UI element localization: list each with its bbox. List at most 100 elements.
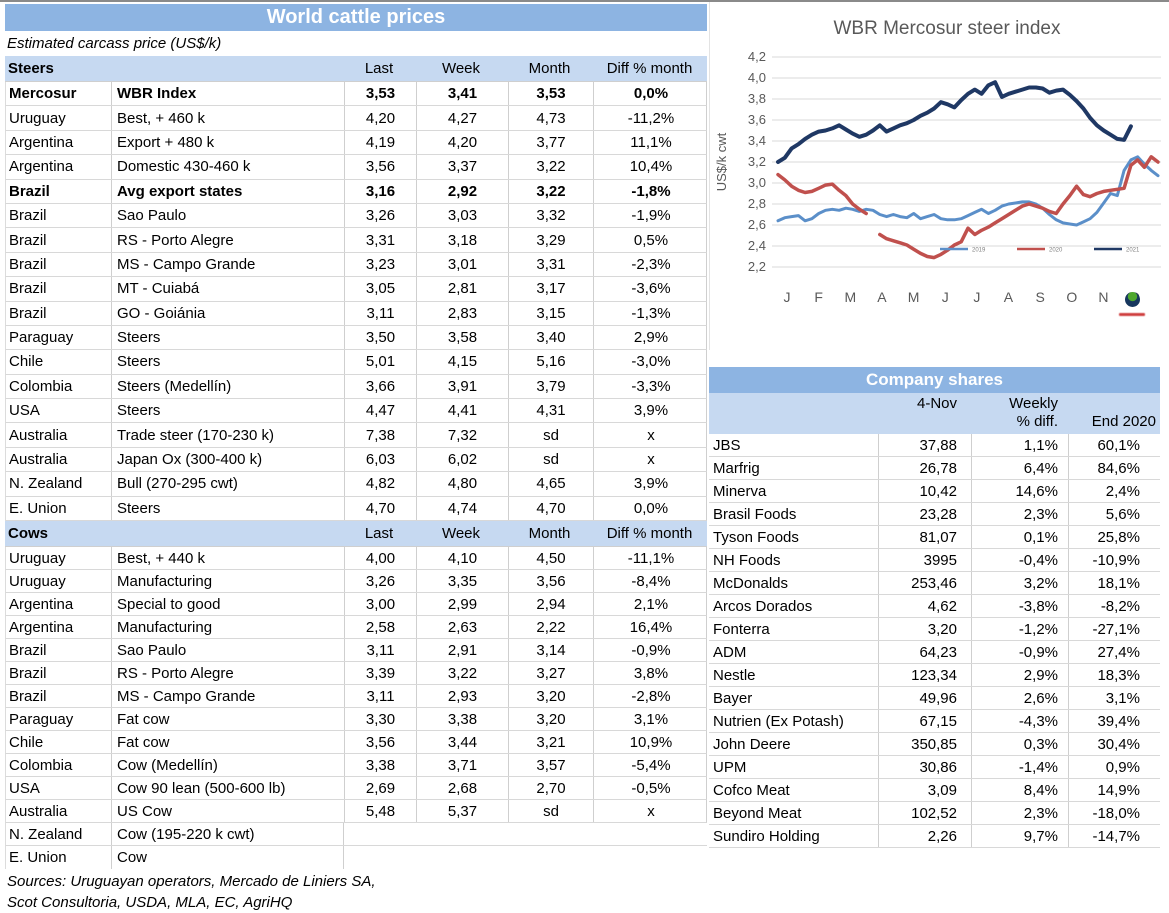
cell-month: 3,20 (508, 708, 593, 731)
cell-week: 4,41 (416, 399, 508, 423)
cell-company-name: Marfrig (713, 459, 760, 477)
cell-end-2020: 0,9% (1068, 756, 1160, 778)
cell-diff-month: x (593, 800, 708, 823)
price-row: Paraguay Fat cow 3,30 3,38 3,20 3,1% (5, 708, 708, 732)
cell-diff-month: 2,1% (593, 593, 708, 616)
cell-country: Uruguay (9, 549, 66, 567)
cell-price: 3995 (878, 549, 971, 571)
cell-last: 5,48 (344, 800, 416, 823)
y-tick-label: 2,8 (748, 196, 766, 211)
cell-country: Argentina (9, 618, 74, 636)
cell-weekly-diff: 8,4% (971, 779, 1068, 801)
cows-header-row: Cows Last Week Month Diff % month (5, 521, 707, 548)
cell-diff-month: 0,0% (593, 82, 708, 106)
cell-week: 5,37 (416, 800, 508, 823)
cell-diff-month: -1,8% (593, 179, 708, 203)
cell-price: 30,86 (878, 756, 971, 778)
cell-country: Brazil (9, 207, 47, 225)
price-row: Australia Trade steer (170-230 k) 7,38 7,32… (5, 423, 708, 448)
price-row: E. Union Cow (5, 846, 707, 870)
main-table-subtitle: Estimated carcass price (US$/k) (7, 35, 222, 52)
cell-weekly-diff: 2,3% (971, 802, 1068, 824)
company-row: Cofco Meat 3,09 8,4% 14,9% (709, 779, 1160, 802)
cell-price: 102,52 (878, 802, 971, 824)
cell-price: 3,20 (878, 618, 971, 640)
cell-week: 3,44 (416, 731, 508, 754)
y-tick-label: 2,4 (748, 238, 766, 253)
cell-country: Australia (9, 426, 68, 444)
cell-end-2020: -10,9% (1068, 549, 1160, 571)
cell-description: Fat cow (111, 731, 344, 754)
price-row: E. Union Steers 4,70 4,74 4,70 0,0% (5, 496, 708, 522)
column-header-week: Week (441, 525, 481, 543)
x-tick-label: N (1098, 289, 1108, 305)
company-row: Minerva 10,42 14,6% 2,4% (709, 480, 1160, 503)
cell-last: 3,11 (344, 301, 416, 325)
y-tick-label: 3,2 (748, 154, 766, 169)
cell-diff-month: 10,9% (593, 731, 708, 754)
cell-month (508, 846, 593, 869)
cell-diff-month: 3,9% (593, 472, 708, 496)
cell-week: 3,18 (416, 228, 508, 252)
cell-weekly-diff: 0,1% (971, 526, 1068, 548)
cell-weekly-diff: -1,4% (971, 756, 1068, 778)
cell-description: Japan Ox (300-400 k) (111, 447, 344, 472)
cell-last: 3,53 (344, 82, 416, 106)
sources-line-2: Scot Consultoria, USDA, MLA, EC, AgriHQ (7, 894, 293, 912)
cell-country: Colombia (9, 377, 73, 395)
cell-country: Chile (9, 353, 44, 371)
cell-company-name: Nestle (713, 666, 756, 684)
cell-week: 2,92 (416, 179, 508, 203)
legend-label-2020: 2020 (1049, 248, 1063, 254)
cell-month: 4,73 (508, 106, 593, 130)
cell-last: 4,47 (344, 399, 416, 423)
cell-week: 2,93 (416, 685, 508, 708)
cell-country: Paraguay (9, 710, 74, 728)
cell-month: 4,70 (508, 496, 593, 521)
price-row: Uruguay Best, + 460 k 4,20 4,27 4,73 -11,2% (5, 106, 707, 131)
sources-line-1: Sources: Uruguayan operators, Mercado de… (7, 873, 376, 891)
price-row: Brazil GO - Goiánia 3,11 2,83 3,15 -1,3% (5, 301, 707, 326)
cell-company-name: ADM (713, 643, 747, 661)
cell-week: 4,15 (416, 350, 508, 374)
cell-country: Uruguay (9, 109, 66, 127)
y-tick-label: 3,8 (748, 91, 766, 106)
x-tick-label: S (1035, 289, 1044, 305)
column-header-diff: Diff % month (606, 525, 693, 543)
cell-last: 7,38 (344, 423, 416, 447)
cell-week (416, 846, 508, 869)
cell-month: 3,77 (508, 130, 593, 155)
company-row: Tyson Foods 81,07 0,1% 25,8% (709, 526, 1160, 549)
cell-end-2020: 14,9% (1068, 779, 1160, 801)
steers-header-row: Steers Last Week Month Diff % month (5, 56, 707, 82)
cell-description: GO - Goiánia (111, 301, 344, 325)
chart-title: WBR Mercosur steer index (833, 18, 1061, 39)
cell-end-2020: -8,2% (1068, 595, 1160, 617)
cell-country: E. Union (9, 849, 67, 867)
cell-description: US Cow (111, 800, 344, 823)
cell-month: 5,16 (508, 350, 593, 374)
column-header-diff: Diff % month (606, 60, 693, 77)
cell-weekly-diff: -0,9% (971, 641, 1068, 663)
cell-week: 4,74 (416, 496, 508, 521)
cell-diff-month: -8,4% (593, 570, 708, 593)
series-line-2019 (776, 155, 1160, 227)
cell-end-2020: 39,4% (1068, 710, 1160, 732)
price-row: Brazil RS - Porto Alegre 3,39 3,22 3,27 3,8% (5, 662, 707, 686)
column-header-month: Month (528, 60, 571, 77)
cell-diff-month: 3,1% (593, 708, 708, 731)
company-row: UPM 30,86 -1,4% 0,9% (709, 756, 1160, 779)
cell-month: 3,27 (508, 662, 593, 685)
cell-month: 4,31 (508, 399, 593, 423)
cell-diff-month: x (593, 423, 708, 447)
price-row: Australia US Cow 5,48 5,37 sd x (5, 800, 708, 824)
cell-month: sd (508, 423, 593, 447)
cell-end-2020: 18,1% (1068, 572, 1160, 594)
cell-week: 3,01 (416, 252, 508, 277)
cell-week: 2,68 (416, 777, 508, 800)
cell-diff-month: 3,9% (593, 399, 708, 423)
cell-price: 350,85 (878, 733, 971, 755)
cell-diff-month: -2,3% (593, 252, 708, 277)
cell-diff-month: 0,0% (593, 496, 708, 521)
